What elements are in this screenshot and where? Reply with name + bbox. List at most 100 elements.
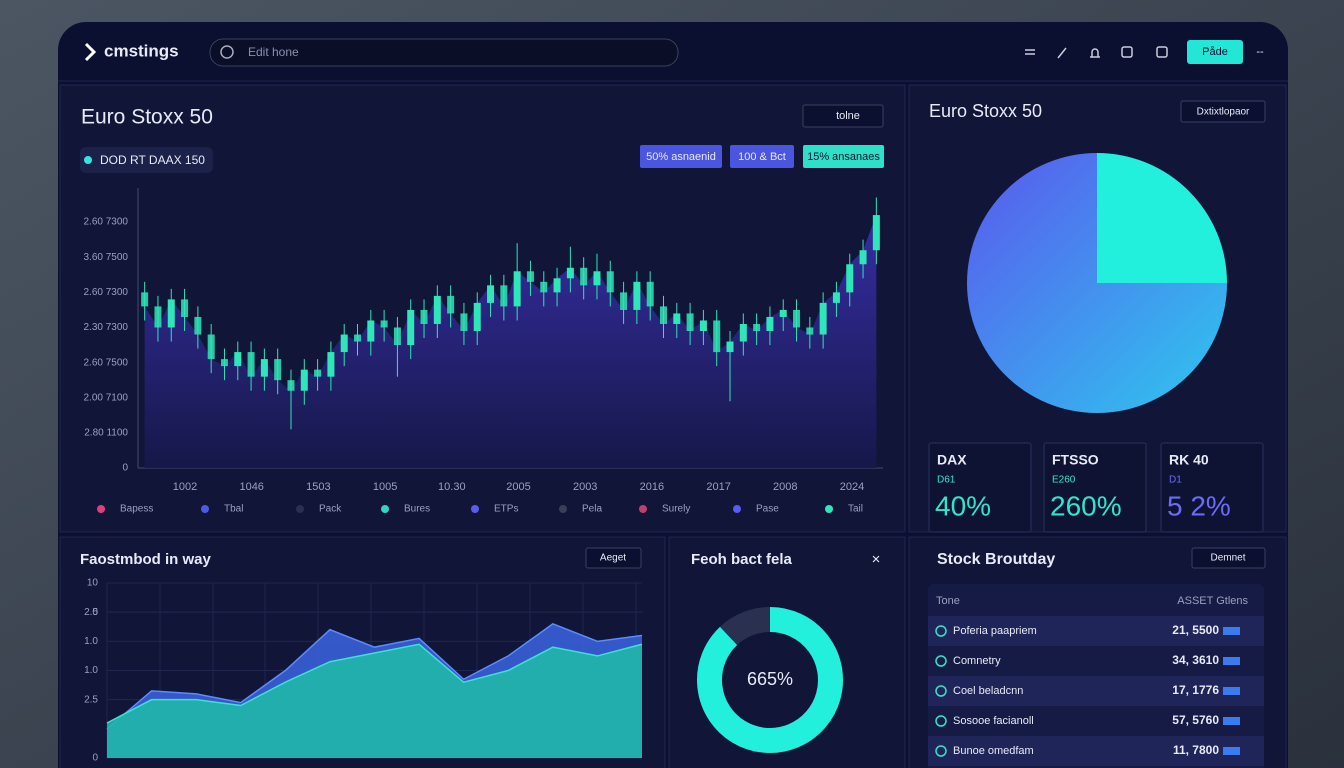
y-tick-label: 5 — [92, 607, 98, 618]
icon[interactable] — [1025, 49, 1035, 55]
candle-body — [646, 281, 654, 307]
icon[interactable] — [1057, 47, 1067, 59]
candle-body — [633, 281, 641, 310]
table-header: ASSET Gtlens — [1177, 595, 1248, 607]
candle-body — [686, 313, 694, 331]
row-tag — [1223, 717, 1240, 725]
row-name: Sosooe facianoll — [953, 715, 1034, 727]
candle-body — [447, 295, 455, 314]
menu[interactable]: -- — [1256, 46, 1264, 58]
legend-label: Pack — [319, 504, 342, 515]
stat-value: 260% — [1050, 490, 1122, 521]
candle-body — [580, 267, 588, 286]
search-box[interactable] — [209, 38, 679, 67]
candle-body — [407, 309, 415, 346]
candle-body — [487, 285, 495, 303]
panel-title: Euro Stoxx 50 — [929, 101, 1042, 121]
candle-body — [513, 271, 521, 307]
legend-label: Tbal — [224, 504, 243, 515]
y-tick-label: 0 — [92, 753, 98, 764]
table-row-bg — [928, 736, 1264, 766]
candle-body — [793, 309, 801, 328]
icon[interactable] — [1156, 46, 1168, 58]
dropdown[interactable] — [585, 547, 642, 569]
legend-label: Pase — [756, 504, 779, 515]
primary-button[interactable] — [1187, 40, 1243, 64]
area-line — [106, 643, 643, 724]
row-name: Poferia paapriem — [953, 625, 1037, 637]
row-icon — [935, 745, 947, 757]
stat-card — [1043, 442, 1147, 533]
x-tick-label: 10.30 — [438, 481, 466, 493]
panel-title: Euro Stoxx 50 — [81, 106, 213, 129]
stat-code: D61 — [937, 475, 956, 486]
legend-label: Pela — [582, 504, 602, 515]
candle-body — [526, 271, 534, 282]
legend-swatch — [201, 505, 209, 513]
toggle-button[interactable] — [730, 145, 794, 168]
toggle-button[interactable] — [803, 145, 884, 168]
x-tick-label: 2003 — [573, 481, 597, 493]
legend-label: Surely — [662, 504, 690, 515]
x-tick-label: 2017 — [706, 481, 730, 493]
candle-body — [220, 359, 228, 367]
panel-title: Stock Broutday — [937, 551, 1055, 568]
search-placeholder: Edit hone — [248, 45, 299, 59]
panel-title: Feoh bact fela — [691, 551, 793, 568]
dropdown[interactable] — [1180, 100, 1266, 123]
toggle-button-label: 50% asnaenid — [646, 151, 716, 163]
y-tick-label: 10 — [87, 578, 99, 589]
candle-body — [367, 320, 375, 342]
candle-body — [846, 264, 854, 293]
legend-label: ETPs — [494, 504, 518, 515]
candle-body — [819, 302, 827, 335]
close-button[interactable]: × — [872, 551, 881, 568]
candle-body — [859, 250, 867, 265]
x-tick-label: 2024 — [840, 481, 864, 493]
row-tag — [1223, 687, 1240, 695]
y-tick-label: 2.00 7100 — [84, 392, 129, 403]
y-tick-label: 2.0 — [84, 607, 98, 618]
candle-body — [380, 320, 388, 328]
donut-center-label: 665% — [747, 669, 793, 689]
legend-label: Bures — [404, 504, 430, 515]
logo-mark — [84, 42, 97, 62]
dropdown-label: Aeget — [600, 553, 626, 564]
icon[interactable] — [1090, 48, 1100, 58]
x-tick-label: 2016 — [640, 481, 664, 493]
candle-body — [699, 320, 707, 331]
candle-body — [460, 313, 468, 331]
row-icon — [935, 625, 947, 637]
row-name: Comnetry — [953, 655, 1001, 667]
area-fill — [107, 644, 642, 758]
candle-body — [593, 271, 601, 286]
dropdown[interactable] — [1191, 547, 1266, 569]
legend-swatch — [825, 505, 833, 513]
row-value: 57, 5760 — [1172, 713, 1219, 727]
candle-body — [314, 369, 322, 377]
row-value: 34, 3610 — [1172, 653, 1219, 667]
legend-swatch — [733, 505, 741, 513]
toggle-button[interactable] — [640, 145, 722, 168]
row-name: Coel beladcnn — [953, 685, 1023, 697]
candle-body — [673, 313, 681, 324]
candle-body — [420, 309, 428, 324]
x-tick-label: 1503 — [306, 481, 330, 493]
candle-body — [713, 320, 721, 353]
row-value: 17, 1776 — [1172, 683, 1219, 697]
row-icon — [935, 685, 947, 697]
candle-body — [194, 316, 202, 335]
candle-body — [207, 334, 215, 360]
y-tick-label: 1.0 — [84, 665, 98, 676]
dropdown-label: tolne — [836, 110, 860, 122]
y-tick-label: 2.60 7300 — [84, 217, 129, 228]
stat-name: FTSSO — [1052, 452, 1099, 468]
dropdown[interactable] — [802, 104, 884, 128]
icon[interactable] — [1121, 46, 1133, 58]
candle-body — [354, 334, 362, 342]
candle-body — [753, 323, 761, 331]
x-tick-label: 1005 — [373, 481, 397, 493]
y-tick-label: 1.0 — [84, 636, 98, 647]
row-tag — [1223, 747, 1240, 755]
